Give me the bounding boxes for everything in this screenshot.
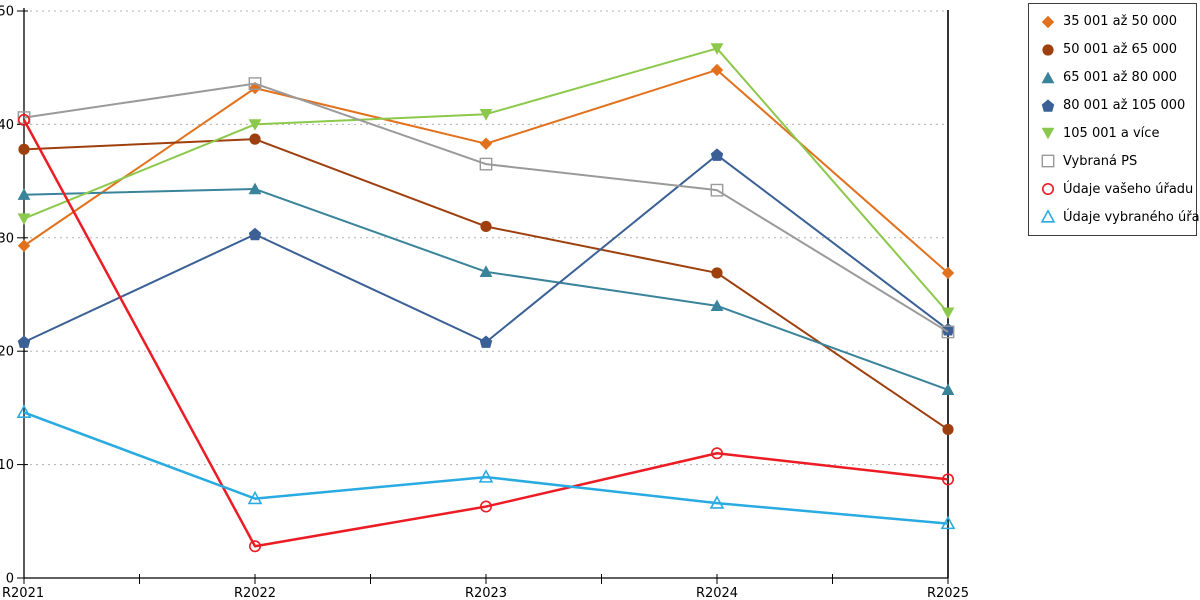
- marker-triangle-open: [478, 469, 494, 483]
- marker-circle-open: [941, 473, 954, 486]
- marker-triangle-up: [1041, 71, 1055, 83]
- legend-triangle-open-icon: [1040, 209, 1056, 223]
- marker-diamond: [941, 266, 955, 280]
- x-tick-label: R2024: [696, 586, 738, 600]
- series-line: [23, 82, 949, 333]
- marker-circle: [1042, 44, 1054, 56]
- legend-item-label: Vybraná PS: [1063, 153, 1138, 169]
- series-4: [17, 148, 955, 348]
- marker-circle-open: [479, 500, 492, 513]
- marker-pentagon: [710, 148, 724, 161]
- legend-pentagon-icon: [1041, 98, 1055, 112]
- x-tick-label: R2023: [465, 586, 507, 600]
- marker-diamond: [17, 239, 31, 252]
- y-tick-label: 10: [0, 458, 14, 473]
- marker-square-open: [17, 111, 31, 124]
- y-tick-label: 40: [0, 118, 14, 133]
- legend-item: Údaje vašeho úřadu: [1029, 181, 1196, 197]
- marker-pentagon: [17, 335, 31, 348]
- marker-triangle-up: [710, 299, 724, 312]
- marker-triangle-open: [247, 490, 263, 505]
- legend-square-open-icon: [1041, 154, 1055, 168]
- legend-item: 105 001 a více: [1029, 125, 1196, 141]
- marker-square-open: [1041, 154, 1055, 168]
- series-8: [16, 404, 956, 530]
- marker-diamond: [710, 63, 724, 77]
- legend-triangle-up-icon: [1041, 71, 1055, 83]
- legend-diamond-icon: [1041, 15, 1055, 29]
- x-tick-label: R2021: [2, 586, 44, 600]
- marker-triangle-down: [941, 307, 955, 320]
- legend-circle-icon: [1042, 44, 1054, 56]
- legend-item: 35 001 až 50 000: [1029, 14, 1196, 30]
- series-line: [23, 188, 949, 391]
- y-tick-label: 0: [6, 572, 14, 587]
- marker-square-open: [941, 325, 955, 339]
- legend-item: 80 001 až 105 000: [1029, 98, 1196, 114]
- legend-triangle-down-icon: [1041, 128, 1055, 140]
- series-3: [17, 182, 955, 395]
- marker-triangle-up: [479, 265, 493, 278]
- marker-circle-open: [1042, 183, 1054, 196]
- legend-item: Vybraná PS: [1029, 153, 1196, 169]
- marker-pentagon: [1041, 98, 1055, 112]
- marker-triangle-up: [248, 182, 262, 195]
- y-tick-label: 30: [0, 231, 14, 246]
- legend-item: 50 001 až 65 000: [1029, 42, 1196, 58]
- marker-triangle-open: [709, 495, 725, 509]
- marker-triangle-up: [941, 383, 955, 395]
- x-tick-label: R2025: [927, 586, 969, 600]
- series-line: [22, 119, 949, 548]
- marker-diamond: [1041, 15, 1055, 29]
- marker-square-open: [710, 183, 724, 197]
- y-tick-label: 50: [0, 5, 14, 20]
- marker-triangle-down: [479, 108, 493, 121]
- legend-item-label: 35 001 až 50 000: [1063, 14, 1178, 30]
- series-line: [23, 138, 949, 431]
- marker-triangle-up: [17, 188, 31, 200]
- marker-diamond: [479, 137, 493, 150]
- marker-circle: [711, 267, 723, 279]
- marker-triangle-open: [1040, 209, 1056, 223]
- legend-item: 65 001 až 80 000: [1029, 70, 1196, 86]
- legend-item: Údaje vybraného úřadu: [1029, 209, 1200, 225]
- series-7: [17, 113, 954, 553]
- series-2: [18, 133, 954, 436]
- marker-pentagon: [248, 227, 262, 241]
- legend-item-label: 65 001 až 80 000: [1063, 70, 1178, 86]
- legend-item-label: Údaje vybraného úřadu: [1063, 209, 1200, 225]
- legend-circle-open-icon: [1042, 183, 1054, 196]
- marker-triangle-down: [17, 213, 31, 225]
- marker-square-open: [248, 77, 262, 90]
- marker-triangle-down: [248, 119, 262, 131]
- series-line: [23, 411, 949, 525]
- chart-legend: 35 001 až 50 000 50 001 až 65 000 65 001 a…: [1028, 3, 1200, 236]
- series-1: [17, 63, 955, 280]
- legend-item-label: Údaje vašeho úřadu: [1063, 181, 1194, 197]
- series-line: [23, 68, 949, 274]
- marker-circle-open: [710, 447, 723, 460]
- legend-item-label: 50 001 až 65 000: [1063, 42, 1178, 58]
- marker-circle-open: [249, 540, 262, 553]
- marker-triangle-open: [940, 515, 956, 530]
- x-tick-label: R2022: [234, 586, 276, 600]
- y-tick-label: 20: [0, 345, 14, 360]
- marker-triangle-open: [16, 404, 32, 419]
- series-6: [17, 77, 955, 339]
- marker-circle: [249, 133, 261, 145]
- series-5: [17, 43, 955, 320]
- marker-square-open: [479, 157, 493, 171]
- marker-circle-open: [17, 113, 30, 126]
- legend-item-label: 105 001 a více: [1063, 125, 1160, 141]
- marker-pentagon: [479, 335, 493, 348]
- legend-item-label: 80 001 až 105 000: [1063, 98, 1186, 114]
- marker-circle: [480, 220, 492, 233]
- series-line: [23, 154, 949, 344]
- marker-circle: [18, 143, 30, 155]
- marker-triangle-down: [1041, 128, 1055, 140]
- marker-circle: [942, 423, 954, 436]
- marker-triangle-down: [710, 43, 724, 55]
